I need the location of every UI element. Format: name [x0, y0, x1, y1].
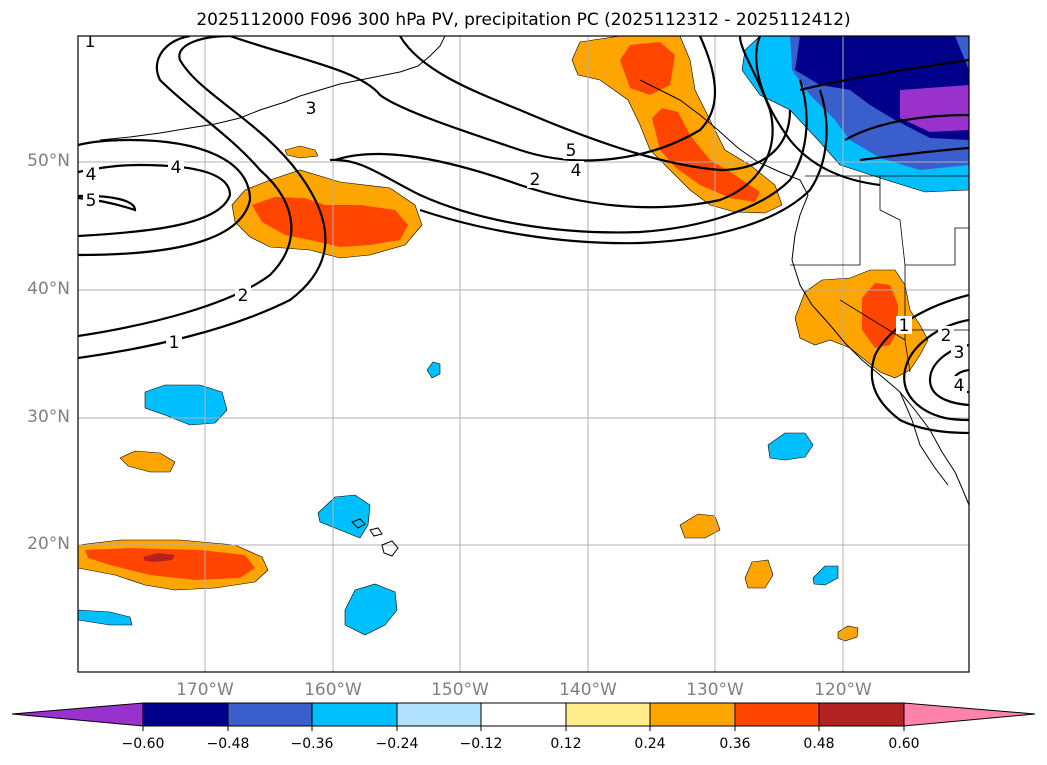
pv-contour-1-west	[78, 36, 327, 360]
state-line-4	[905, 227, 969, 266]
pv-contour-ne-3	[844, 113, 969, 141]
coastlines	[99, 36, 969, 557]
contour-label: 3	[306, 99, 317, 119]
lon-label: 120°W	[814, 680, 872, 700]
state-line-2	[879, 176, 906, 340]
colorbar-tick-label: 0.24	[634, 736, 666, 752]
colorbar-tick-label: −0.12	[459, 736, 503, 752]
contour-label-halos	[83, 36, 967, 394]
contour-label: 2	[941, 326, 952, 346]
pv-contour-east-3	[928, 343, 969, 407]
colorbar-bin	[818, 702, 905, 727]
pc-orange-east-2	[744, 559, 774, 589]
pc-blue-southeast	[812, 565, 839, 586]
pc-orange-gulf	[284, 145, 319, 159]
contour-label: 4	[171, 158, 182, 178]
colorbar-tick-label: 0.36	[719, 736, 751, 752]
colorbar-bin	[396, 702, 482, 727]
colorbar-tick-label: 0.12	[550, 736, 582, 752]
lat-label: 50°N	[27, 151, 70, 171]
graticule	[78, 36, 969, 672]
contour-label: 2	[238, 286, 249, 306]
lon-label: 140°W	[559, 680, 617, 700]
pv-contour-ridge-4	[329, 79, 808, 234]
colorbar-tick-label: −0.36	[290, 736, 334, 752]
pc-red-coast-2	[652, 108, 760, 202]
contour-label: 5	[566, 141, 577, 161]
colorbar-bin	[142, 702, 229, 727]
contour-label: 5	[86, 191, 97, 211]
pc-blue-southwest	[78, 609, 133, 626]
pv-contour-ne-2	[799, 58, 969, 92]
coast-alaska	[99, 36, 446, 141]
colorbar-tick-label: −0.24	[375, 736, 419, 752]
colorbar-bin	[311, 702, 398, 727]
pv-contour-3-west	[78, 138, 252, 257]
pc-blue-north-pacific	[144, 384, 228, 426]
lon-label: 170°W	[176, 680, 234, 700]
lon-label: 160°W	[304, 680, 362, 700]
state-line-1	[790, 176, 861, 266]
contour-label: 1	[169, 333, 180, 353]
coast-canada-us	[639, 79, 969, 506]
lat-label: 40°N	[27, 279, 70, 299]
contour-label: 1	[899, 316, 910, 336]
colorbar-bin	[649, 702, 736, 727]
lat-label: 30°N	[27, 407, 70, 427]
contour-label: 2	[530, 170, 541, 190]
pc-red-coast	[620, 42, 675, 95]
contour-label: 4	[954, 376, 965, 396]
colorbar-bin	[227, 702, 313, 727]
colorbar-bin	[565, 702, 651, 727]
pc-blue-small	[426, 361, 441, 379]
map-frame	[77, 35, 970, 673]
contour-label: 3	[954, 343, 965, 363]
pv-contour-ne-4	[859, 146, 969, 162]
pc-blue-east	[767, 432, 814, 461]
pv-contour-ridge-3	[399, 36, 792, 172]
coast-baja	[899, 391, 949, 486]
lon-label: 150°W	[431, 680, 489, 700]
colorbar-tick-label: −0.60	[121, 736, 165, 752]
pv-contour-4-west	[78, 163, 232, 238]
pc-red-california	[862, 283, 898, 348]
colorbar-bin	[734, 702, 820, 727]
pv-contour-ne-1	[755, 36, 881, 187]
pc-blue-south	[344, 583, 398, 636]
pc-orange-east-1	[679, 513, 721, 539]
pc-purple-northeast	[900, 85, 969, 132]
contour-label: 4	[571, 161, 582, 181]
contour-label: 1	[85, 32, 96, 52]
pc-red-subtropics	[85, 548, 255, 580]
colorbar-ticks	[142, 726, 905, 731]
pv-contours	[78, 36, 969, 435]
colorbar-extend-max	[903, 702, 1036, 727]
colorbar-extend-min	[11, 702, 144, 727]
lat-label: 20°N	[27, 534, 70, 554]
contour-labels: 1 3 4 4 5 2 1 5 4 2 1 2 3 4	[85, 32, 965, 396]
colorbar-tick-label: −0.48	[206, 736, 250, 752]
pc-darkred-subtropics	[143, 553, 175, 562]
contour-label: 4	[86, 165, 97, 185]
hawaii-big	[381, 540, 399, 557]
colorbar-tick-label: 0.48	[803, 736, 835, 752]
pv-contour-ridge-1	[229, 36, 716, 162]
figure-title: 2025112000 F096 300 hPa PV, precipitatio…	[196, 10, 851, 30]
colorbar	[11, 702, 1036, 727]
lon-label: 130°W	[686, 680, 744, 700]
colorbar-bin	[480, 702, 567, 727]
pv-contour-ridge-5	[419, 89, 828, 245]
pv-contour-east-1	[870, 293, 969, 435]
hawaii-maui	[369, 527, 383, 537]
hawaii-oahu	[351, 518, 366, 529]
colorbar-tick-label: 0.60	[888, 736, 920, 752]
pv-contour-2-west	[78, 36, 293, 338]
pv-contour-east-2	[903, 318, 969, 422]
pc-orange-small-west	[119, 450, 176, 473]
